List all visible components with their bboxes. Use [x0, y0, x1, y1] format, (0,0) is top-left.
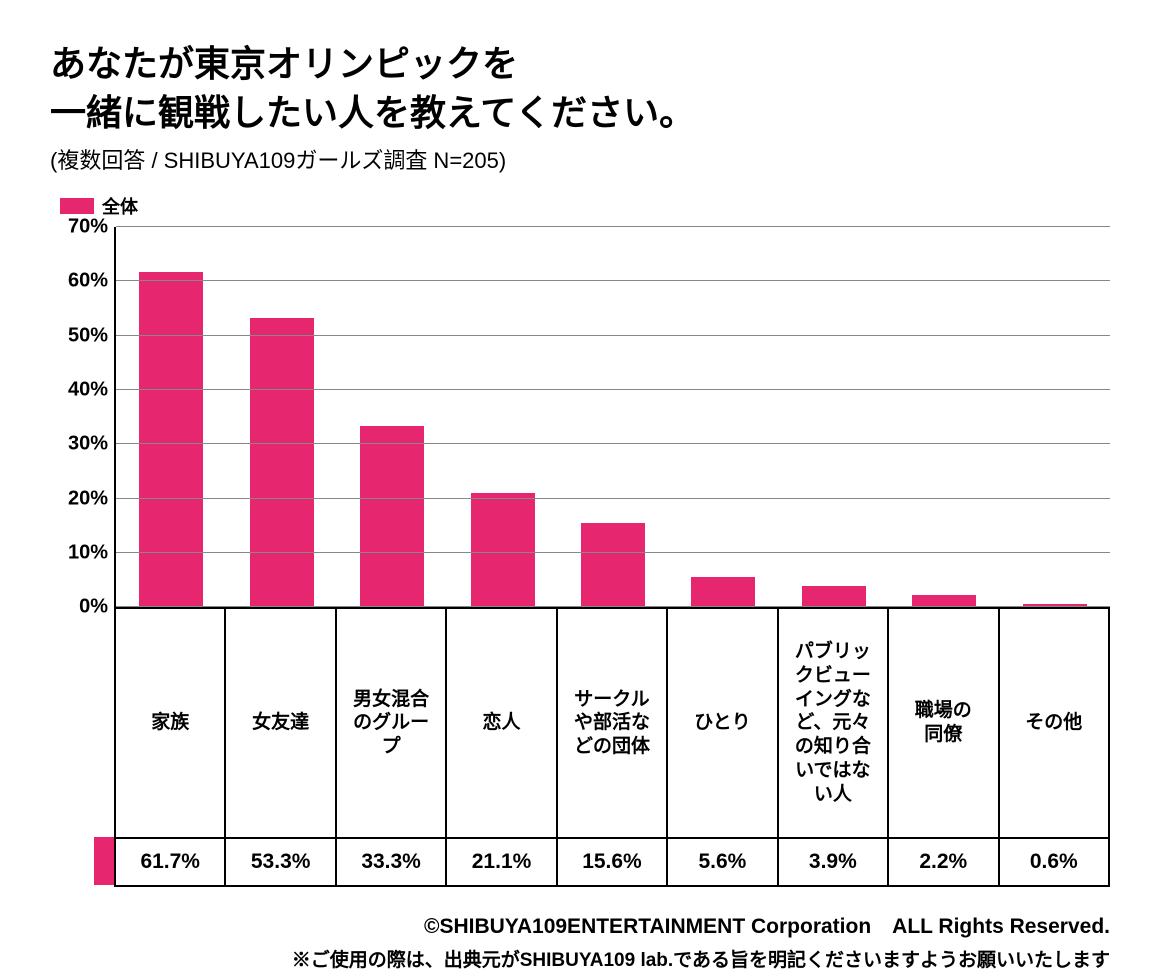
bar-slot: [558, 227, 668, 607]
bar-slot: [1000, 227, 1110, 607]
x-axis-table: 家族女友達男女混合のグループ恋人サークルや部活などの団体ひとりパブリックビューイ…: [114, 607, 1110, 887]
value-cell: 2.2%: [888, 838, 998, 886]
grid-line: [116, 389, 1110, 390]
bar: [802, 586, 866, 607]
bar-slot: [889, 227, 999, 607]
y-tick-label: 30%: [58, 433, 108, 456]
category-cell: 恋人: [446, 608, 556, 838]
y-tick-label: 50%: [58, 324, 108, 347]
y-tick-label: 40%: [58, 379, 108, 402]
value-cell: 15.6%: [557, 838, 667, 886]
value-row: 61.7%53.3%33.3%21.1%15.6%5.6%3.9%2.2%0.6…: [115, 838, 1109, 886]
bar-slot: [668, 227, 778, 607]
grid-line: [116, 606, 1110, 607]
bar: [691, 577, 755, 607]
bar: [581, 523, 645, 608]
category-row: 家族女友達男女混合のグループ恋人サークルや部活などの団体ひとりパブリックビューイ…: [115, 608, 1109, 838]
value-cell: 5.6%: [667, 838, 777, 886]
bar: [471, 493, 535, 608]
y-tick-label: 60%: [58, 270, 108, 293]
bar-slot: [337, 227, 447, 607]
title-line-2: 一緒に観戦したい人を教えてください。: [50, 89, 1110, 138]
bar-slot: [116, 227, 226, 607]
plot-area: 0%10%20%30%40%50%60%70%: [114, 227, 1110, 607]
value-cell: 53.3%: [225, 838, 335, 886]
chart-subtitle: (複数回答 / SHIBUYA109ガールズ調査 N=205): [50, 143, 1110, 175]
legend-swatch: [60, 198, 94, 214]
bar: [360, 426, 424, 607]
copyright: ©SHIBUYA109ENTERTAINMENT Corporation ALL…: [50, 909, 1110, 945]
category-cell: ひとり: [667, 608, 777, 838]
value-cell: 61.7%: [115, 838, 225, 886]
value-cell: 0.6%: [999, 838, 1110, 886]
bar-slot: [447, 227, 557, 607]
y-tick-label: 20%: [58, 487, 108, 510]
value-cell: 33.3%: [336, 838, 446, 886]
category-cell: サークルや部活などの団体: [557, 608, 667, 838]
value-cell: 3.9%: [778, 838, 888, 886]
category-cell: 職場の同僚: [888, 608, 998, 838]
grid-line: [116, 552, 1110, 553]
value-row-marker: [94, 837, 114, 885]
value-cell: 21.1%: [446, 838, 556, 886]
bars-container: [116, 227, 1110, 607]
y-tick-label: 70%: [58, 216, 108, 239]
grid-line: [116, 335, 1110, 336]
y-tick-label: 0%: [58, 596, 108, 619]
bar: [250, 318, 314, 607]
category-cell: 家族: [115, 608, 225, 838]
grid-line: [116, 280, 1110, 281]
grid-line: [116, 443, 1110, 444]
chart-title: あなたが東京オリンピックを 一緒に観戦したい人を教えてください。: [50, 40, 1110, 137]
bar-slot: [779, 227, 889, 607]
chart: 0%10%20%30%40%50%60%70% 家族女友達男女混合のグループ恋人…: [60, 227, 1110, 887]
attribution-note: ※ご使用の際は、出典元がSHIBUYA109 lab.である旨を明記くださいます…: [50, 945, 1110, 977]
title-line-1: あなたが東京オリンピックを: [50, 40, 1110, 89]
grid-line: [116, 498, 1110, 499]
bar: [139, 272, 203, 607]
legend: 全体: [60, 193, 1110, 219]
bar-slot: [226, 227, 336, 607]
category-cell: 男女混合のグループ: [336, 608, 446, 838]
y-tick-label: 10%: [58, 541, 108, 564]
grid-line: [116, 226, 1110, 227]
category-cell: パブリックビューイングなど、元々の知り合いではない人: [778, 608, 888, 838]
category-cell: 女友達: [225, 608, 335, 838]
footer: ©SHIBUYA109ENTERTAINMENT Corporation ALL…: [50, 909, 1110, 977]
category-cell: その他: [999, 608, 1110, 838]
